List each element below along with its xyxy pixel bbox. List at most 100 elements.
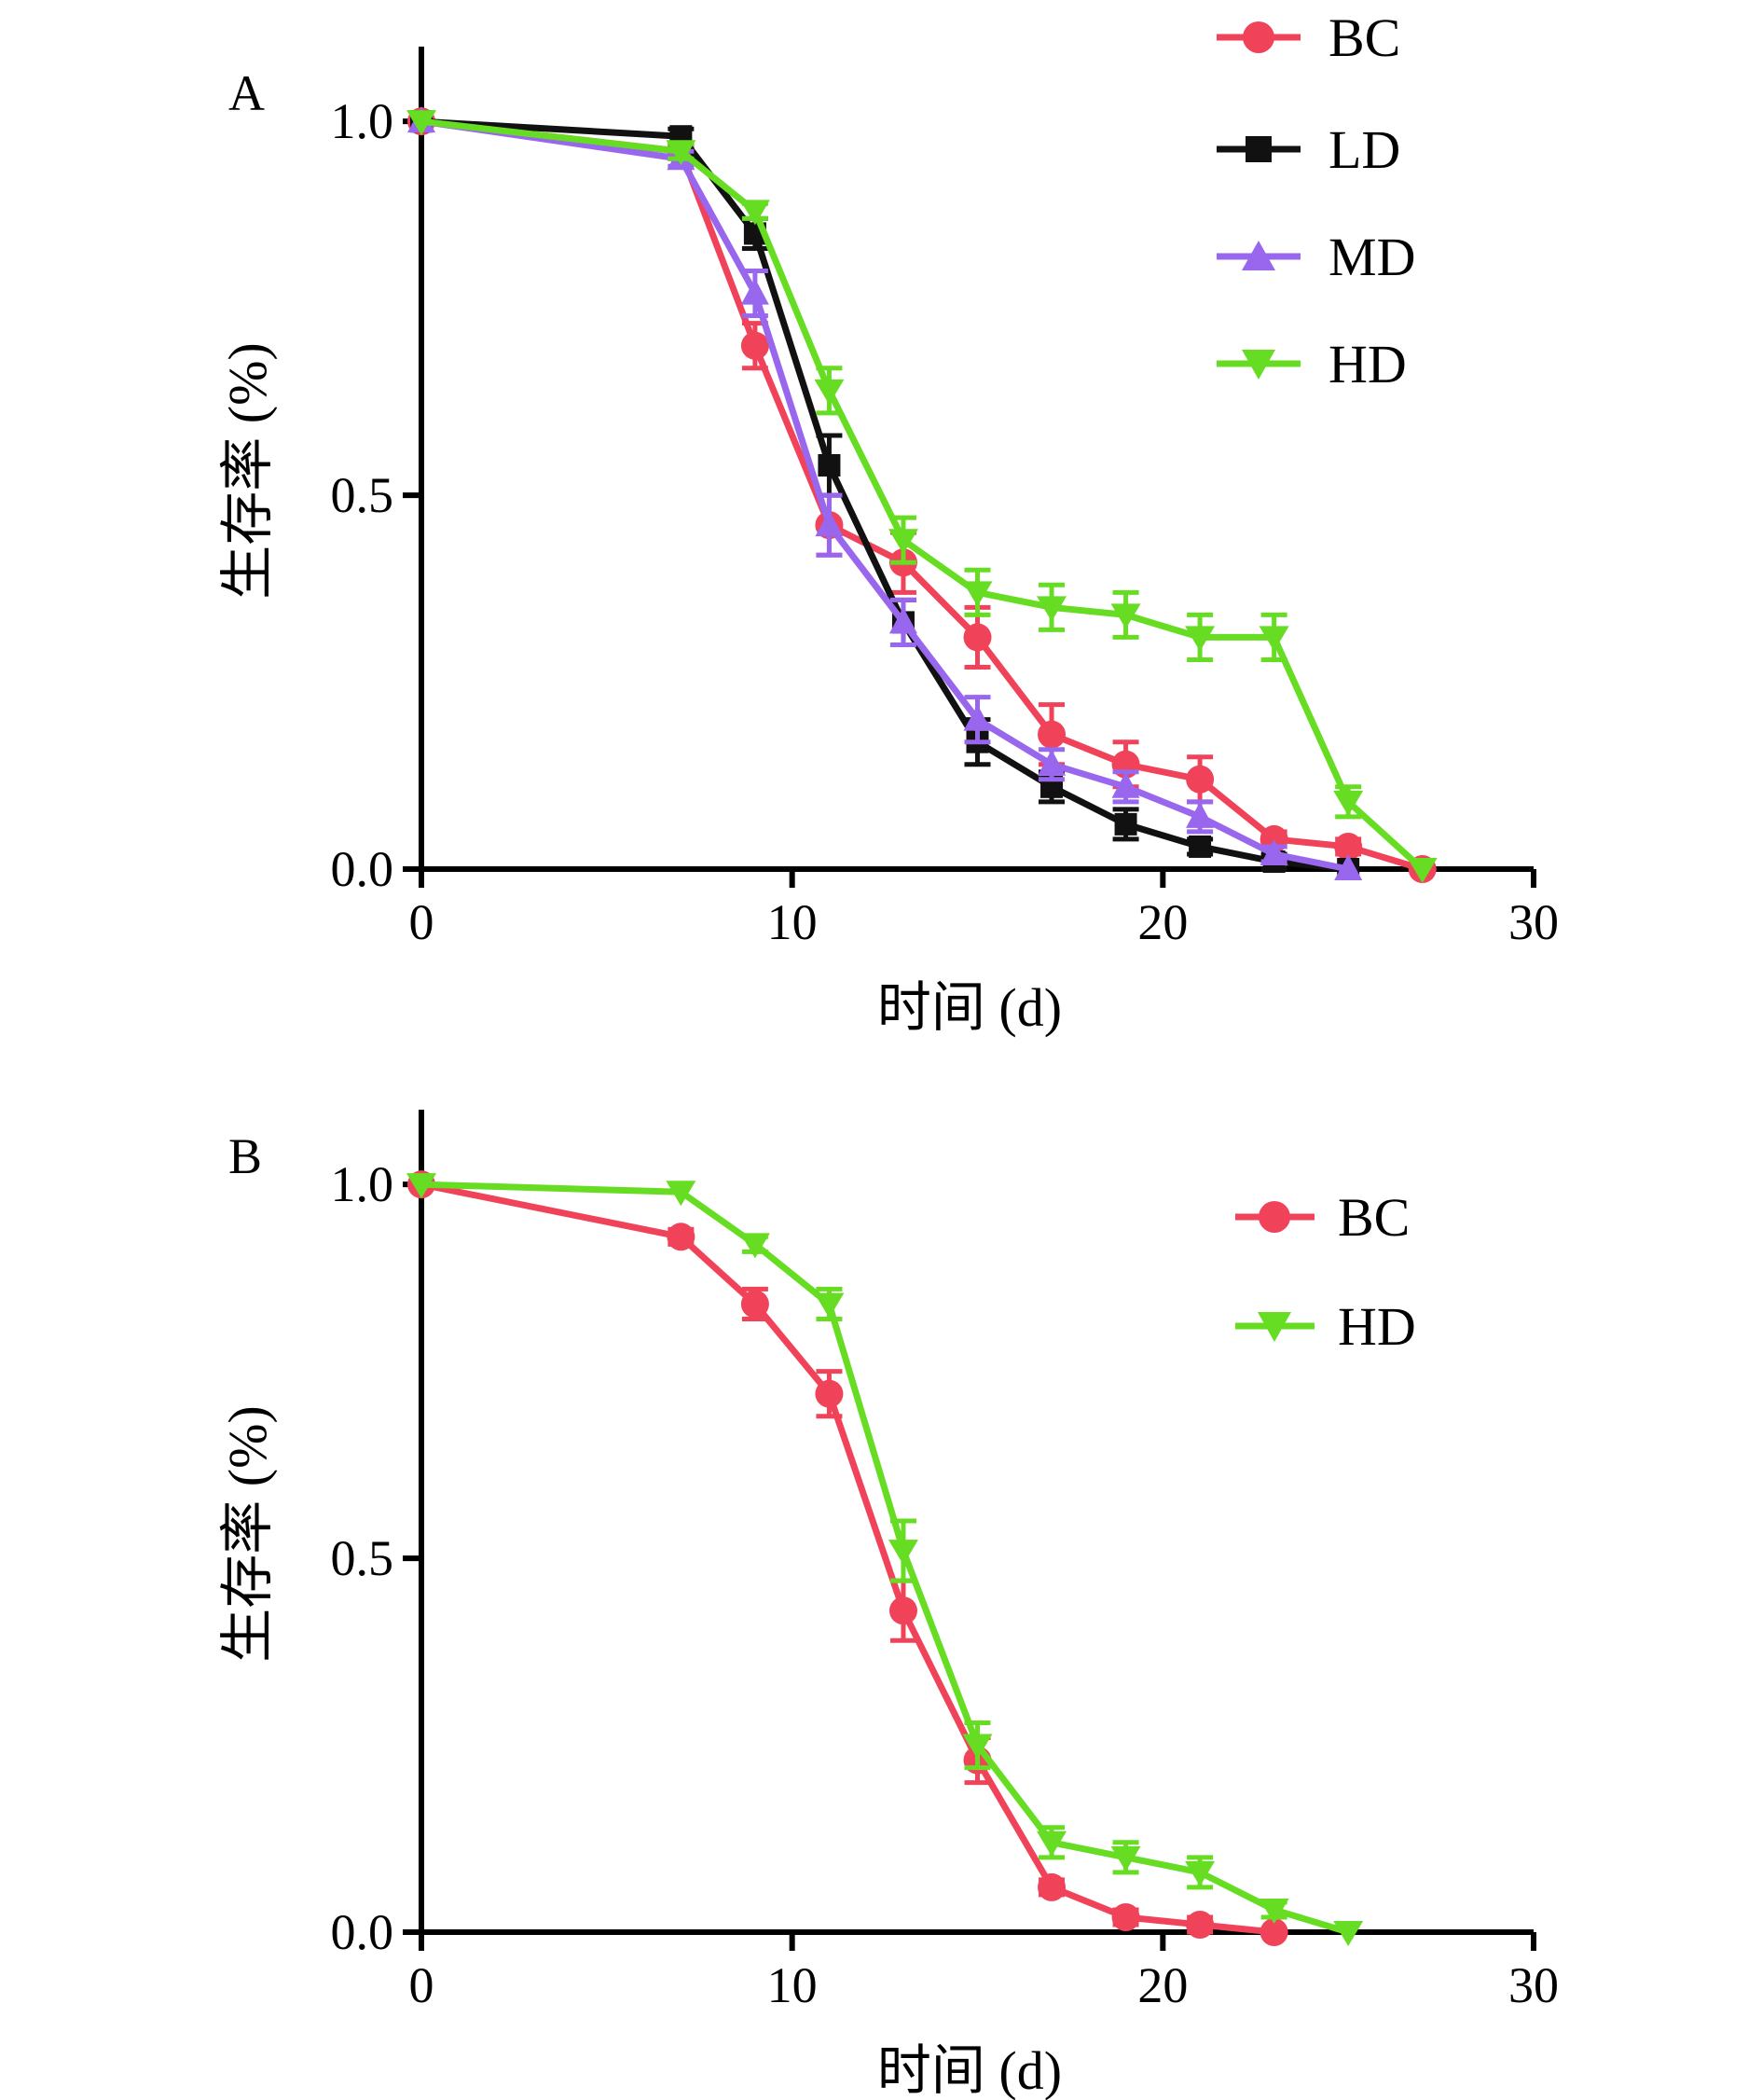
- data-point-hd: [739, 200, 770, 226]
- legend-item-ld: LD: [1217, 119, 1400, 180]
- data-point-md: [1260, 838, 1288, 865]
- panel-b-y-tick-label: 1.0: [331, 1156, 394, 1212]
- panel-a-series-bc: [407, 107, 1437, 883]
- data-point-bc: [1334, 832, 1363, 861]
- series-line-bc: [420, 117, 1424, 873]
- data-point-bc: [1111, 1902, 1140, 1931]
- legend-label-hd: HD: [1328, 334, 1407, 394]
- data-point-hd: [666, 140, 696, 166]
- panel-b-y-tick-label: 0.5: [331, 1530, 394, 1586]
- data-point-ld: [1114, 812, 1137, 836]
- legend-label-md: MD: [1328, 227, 1415, 287]
- data-point-bc: [1038, 1872, 1067, 1901]
- legend-label-bc: BC: [1328, 7, 1400, 68]
- panel-b-x-axis-title: 时间 (d): [877, 2040, 1062, 2100]
- data-point-hd: [962, 1734, 993, 1760]
- data-point-md: [1334, 854, 1363, 880]
- data-point-md: [740, 278, 769, 305]
- panel-b-series: [406, 1170, 1364, 1946]
- panel-a-x-tick-label: 20: [1137, 894, 1188, 950]
- data-point-hd: [1407, 858, 1438, 883]
- data-point-bc: [667, 1223, 695, 1251]
- legend-marker-bc: [1259, 1201, 1290, 1233]
- data-point-bc: [888, 1596, 917, 1625]
- panel-a-series-ld: [410, 110, 1360, 880]
- panel-b-label: B: [228, 1128, 262, 1184]
- series-line-hd: [420, 117, 1425, 872]
- data-point-hd: [1333, 1921, 1364, 1946]
- legend-item-hd: HD: [1235, 1296, 1416, 1357]
- data-point-md: [888, 607, 917, 634]
- panel-a-series-md: [407, 106, 1363, 880]
- legend-marker-bc: [1243, 21, 1274, 53]
- panel-a-y-tick-label: 0.5: [331, 467, 394, 523]
- panel-b-axes: 0 10 20 30 0.0 0.5 1.0: [331, 1110, 1559, 2013]
- panel-a-label: A: [228, 65, 265, 121]
- panel-b-x-tick-label: 20: [1137, 1957, 1188, 2013]
- data-point-bc: [1260, 1918, 1288, 1946]
- legend-marker-hd: [1242, 350, 1275, 380]
- data-point-hd: [814, 379, 845, 405]
- legend-item-hd: HD: [1217, 334, 1407, 394]
- panel-b-x-tick-label: 10: [767, 1957, 818, 2013]
- data-point-md: [1111, 771, 1140, 798]
- panel-b-y-axis-title: 生存率 (%): [217, 1405, 278, 1662]
- panel-a-y-tick-label: 0.0: [331, 841, 394, 897]
- data-point-hd: [1259, 1898, 1289, 1924]
- panel-a-legend: BC LD MD HD: [1217, 7, 1415, 394]
- panel-a-y-axis-title: 生存率 (%): [217, 342, 278, 599]
- legend-marker-hd: [1258, 1312, 1291, 1342]
- legend-item-md: MD: [1217, 227, 1415, 287]
- panel-b-y-tick-label: 0.0: [331, 1904, 394, 1960]
- panel-a-y-tick-label: 1.0: [331, 93, 394, 149]
- panel-a-x-tick-label: 10: [767, 894, 818, 950]
- legend-label-ld: LD: [1328, 119, 1400, 180]
- legend-item-bc: BC: [1217, 7, 1400, 68]
- data-point-hd: [1185, 626, 1216, 652]
- data-point-hd: [1037, 596, 1067, 622]
- panel-a-series: [406, 106, 1438, 883]
- legend-marker-md: [1242, 241, 1275, 270]
- panel-b-chart: B 0 10 20 30 0.0 0.5 1.0 时间 (d) 生存率 (%) BC HD: [217, 1110, 1559, 2100]
- panel-a-x-axis-title: 时间 (d): [877, 977, 1062, 1038]
- legend-label-bc: BC: [1338, 1187, 1410, 1248]
- data-point-hd: [888, 1540, 918, 1566]
- data-point-hd: [814, 1292, 845, 1319]
- data-point-hd: [1185, 1860, 1216, 1886]
- data-point-ld: [818, 454, 841, 477]
- data-point-hd: [1037, 1831, 1067, 1857]
- panel-a-x-tick-label: 30: [1508, 894, 1559, 950]
- data-point-hd: [1333, 790, 1364, 816]
- data-point-bc: [1186, 765, 1215, 794]
- panel-a-series-hd: [406, 110, 1438, 883]
- panel-b-series-bc: [407, 1170, 1288, 1946]
- data-point-md: [1186, 801, 1215, 828]
- panel-b-legend: BC HD: [1235, 1187, 1416, 1357]
- legend-marker-ld: [1246, 136, 1272, 162]
- data-point-hd: [888, 529, 918, 555]
- data-point-bc: [963, 623, 992, 652]
- panel-a-chart: A 0 10 20 30 0.0 0.5 1.0 时间 (d) 生存率 (%) BC LD …: [217, 7, 1559, 1038]
- data-point-hd: [962, 581, 993, 607]
- data-point-ld: [1189, 835, 1212, 858]
- data-point-bc: [815, 1379, 844, 1408]
- data-point-bc: [740, 1290, 769, 1319]
- data-point-hd: [1110, 603, 1141, 629]
- data-point-hd: [1110, 1845, 1141, 1872]
- panel-b-series-hd: [406, 1173, 1364, 1946]
- data-point-bc: [1186, 1910, 1215, 1939]
- data-point-hd: [739, 1233, 770, 1259]
- panel-a-x-tick-label: 0: [409, 894, 434, 950]
- legend-item-bc: BC: [1235, 1187, 1410, 1248]
- data-point-md: [815, 510, 844, 537]
- data-point-hd: [406, 110, 436, 136]
- data-point-hd: [406, 1173, 436, 1199]
- series-line-bc: [420, 1181, 1274, 1936]
- data-point-md: [1038, 749, 1067, 776]
- panel-b-x-tick-label: 30: [1508, 1957, 1559, 2013]
- panel-b-x-tick-label: 0: [409, 1957, 434, 2013]
- data-point-hd: [666, 1181, 696, 1207]
- data-point-md: [963, 704, 992, 731]
- data-point-bc: [1038, 720, 1067, 749]
